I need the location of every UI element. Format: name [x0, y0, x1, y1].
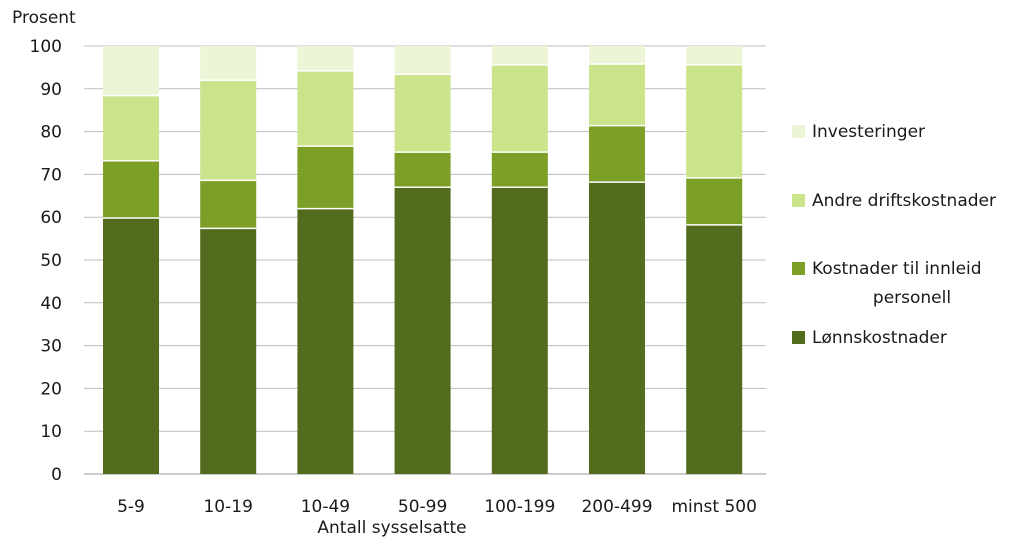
bar-segment — [686, 64, 743, 178]
y-tick-label: 20 — [40, 379, 62, 399]
bar-segment — [686, 177, 743, 225]
y-tick-label: 40 — [40, 294, 62, 314]
y-tick-label: 10 — [40, 422, 62, 442]
bar-segment — [297, 146, 354, 209]
bar-segment — [394, 152, 451, 188]
legend-swatch — [792, 331, 805, 344]
legend-swatch — [792, 262, 805, 275]
x-tick-label: minst 500 — [671, 497, 756, 517]
bar-segment — [200, 46, 257, 81]
bar-segment — [200, 180, 257, 229]
bar-segment — [491, 46, 548, 65]
bar-segment — [200, 80, 257, 181]
legend-swatch — [792, 194, 805, 207]
y-tick-label: 30 — [40, 337, 62, 357]
y-tick-label: 80 — [40, 123, 62, 143]
legend-label-continued: personell — [873, 288, 951, 308]
legend-swatch — [792, 125, 805, 138]
legend-label: Kostnader til innleid — [812, 259, 982, 279]
bar-segment — [491, 187, 548, 475]
x-tick-label: 10-19 — [203, 497, 252, 517]
bar-segment — [589, 46, 645, 64]
y-tick-label: 50 — [40, 251, 62, 271]
bar-segment — [589, 63, 645, 126]
bar-segment — [589, 125, 645, 183]
bar-segment — [491, 64, 548, 153]
y-tick-label: 0 — [51, 465, 62, 485]
x-axis-ticks: 5-9 10-19 10-49 50-99 100-199 200-499 minst 50… — [117, 497, 757, 517]
bar-segment — [103, 46, 159, 96]
bar-segment — [686, 46, 743, 65]
bar-segment — [297, 208, 354, 474]
legend-label: Lønnskostnader — [812, 328, 947, 348]
y-tick-label: 60 — [40, 208, 62, 228]
bar-segment — [297, 46, 354, 71]
bar-segment — [103, 218, 159, 474]
y-axis-label: Prosent — [12, 8, 76, 28]
bar-segment — [589, 182, 645, 474]
x-axis-label: Antall sysselsatte — [317, 518, 466, 538]
x-tick-label: 10-49 — [301, 497, 350, 517]
legend: Investeringer Andre driftskostnader Kostna… — [792, 122, 996, 348]
y-axis-ticks: 0 10 20 30 40 50 60 70 80 90 100 — [30, 37, 62, 485]
y-tick-label: 100 — [30, 37, 62, 57]
bar-segment — [491, 152, 548, 188]
bar-segment — [394, 187, 451, 475]
bar-segment — [686, 224, 743, 474]
bar-segment — [200, 228, 257, 474]
bar-segment — [394, 74, 451, 153]
x-tick-label: 50-99 — [398, 497, 447, 517]
bar-segment — [394, 46, 451, 75]
x-tick-label: 200-499 — [581, 497, 652, 517]
bar-segment — [103, 160, 159, 219]
bar-segment — [297, 70, 354, 147]
legend-label: Andre driftskostnader — [812, 191, 996, 211]
y-tick-label: 70 — [40, 165, 62, 185]
x-tick-label: 5-9 — [117, 497, 145, 517]
bars — [103, 46, 743, 475]
x-tick-label: 100-199 — [484, 497, 555, 517]
legend-label: Investeringer — [812, 122, 925, 142]
bar-segment — [103, 95, 159, 161]
y-tick-label: 90 — [40, 80, 62, 100]
